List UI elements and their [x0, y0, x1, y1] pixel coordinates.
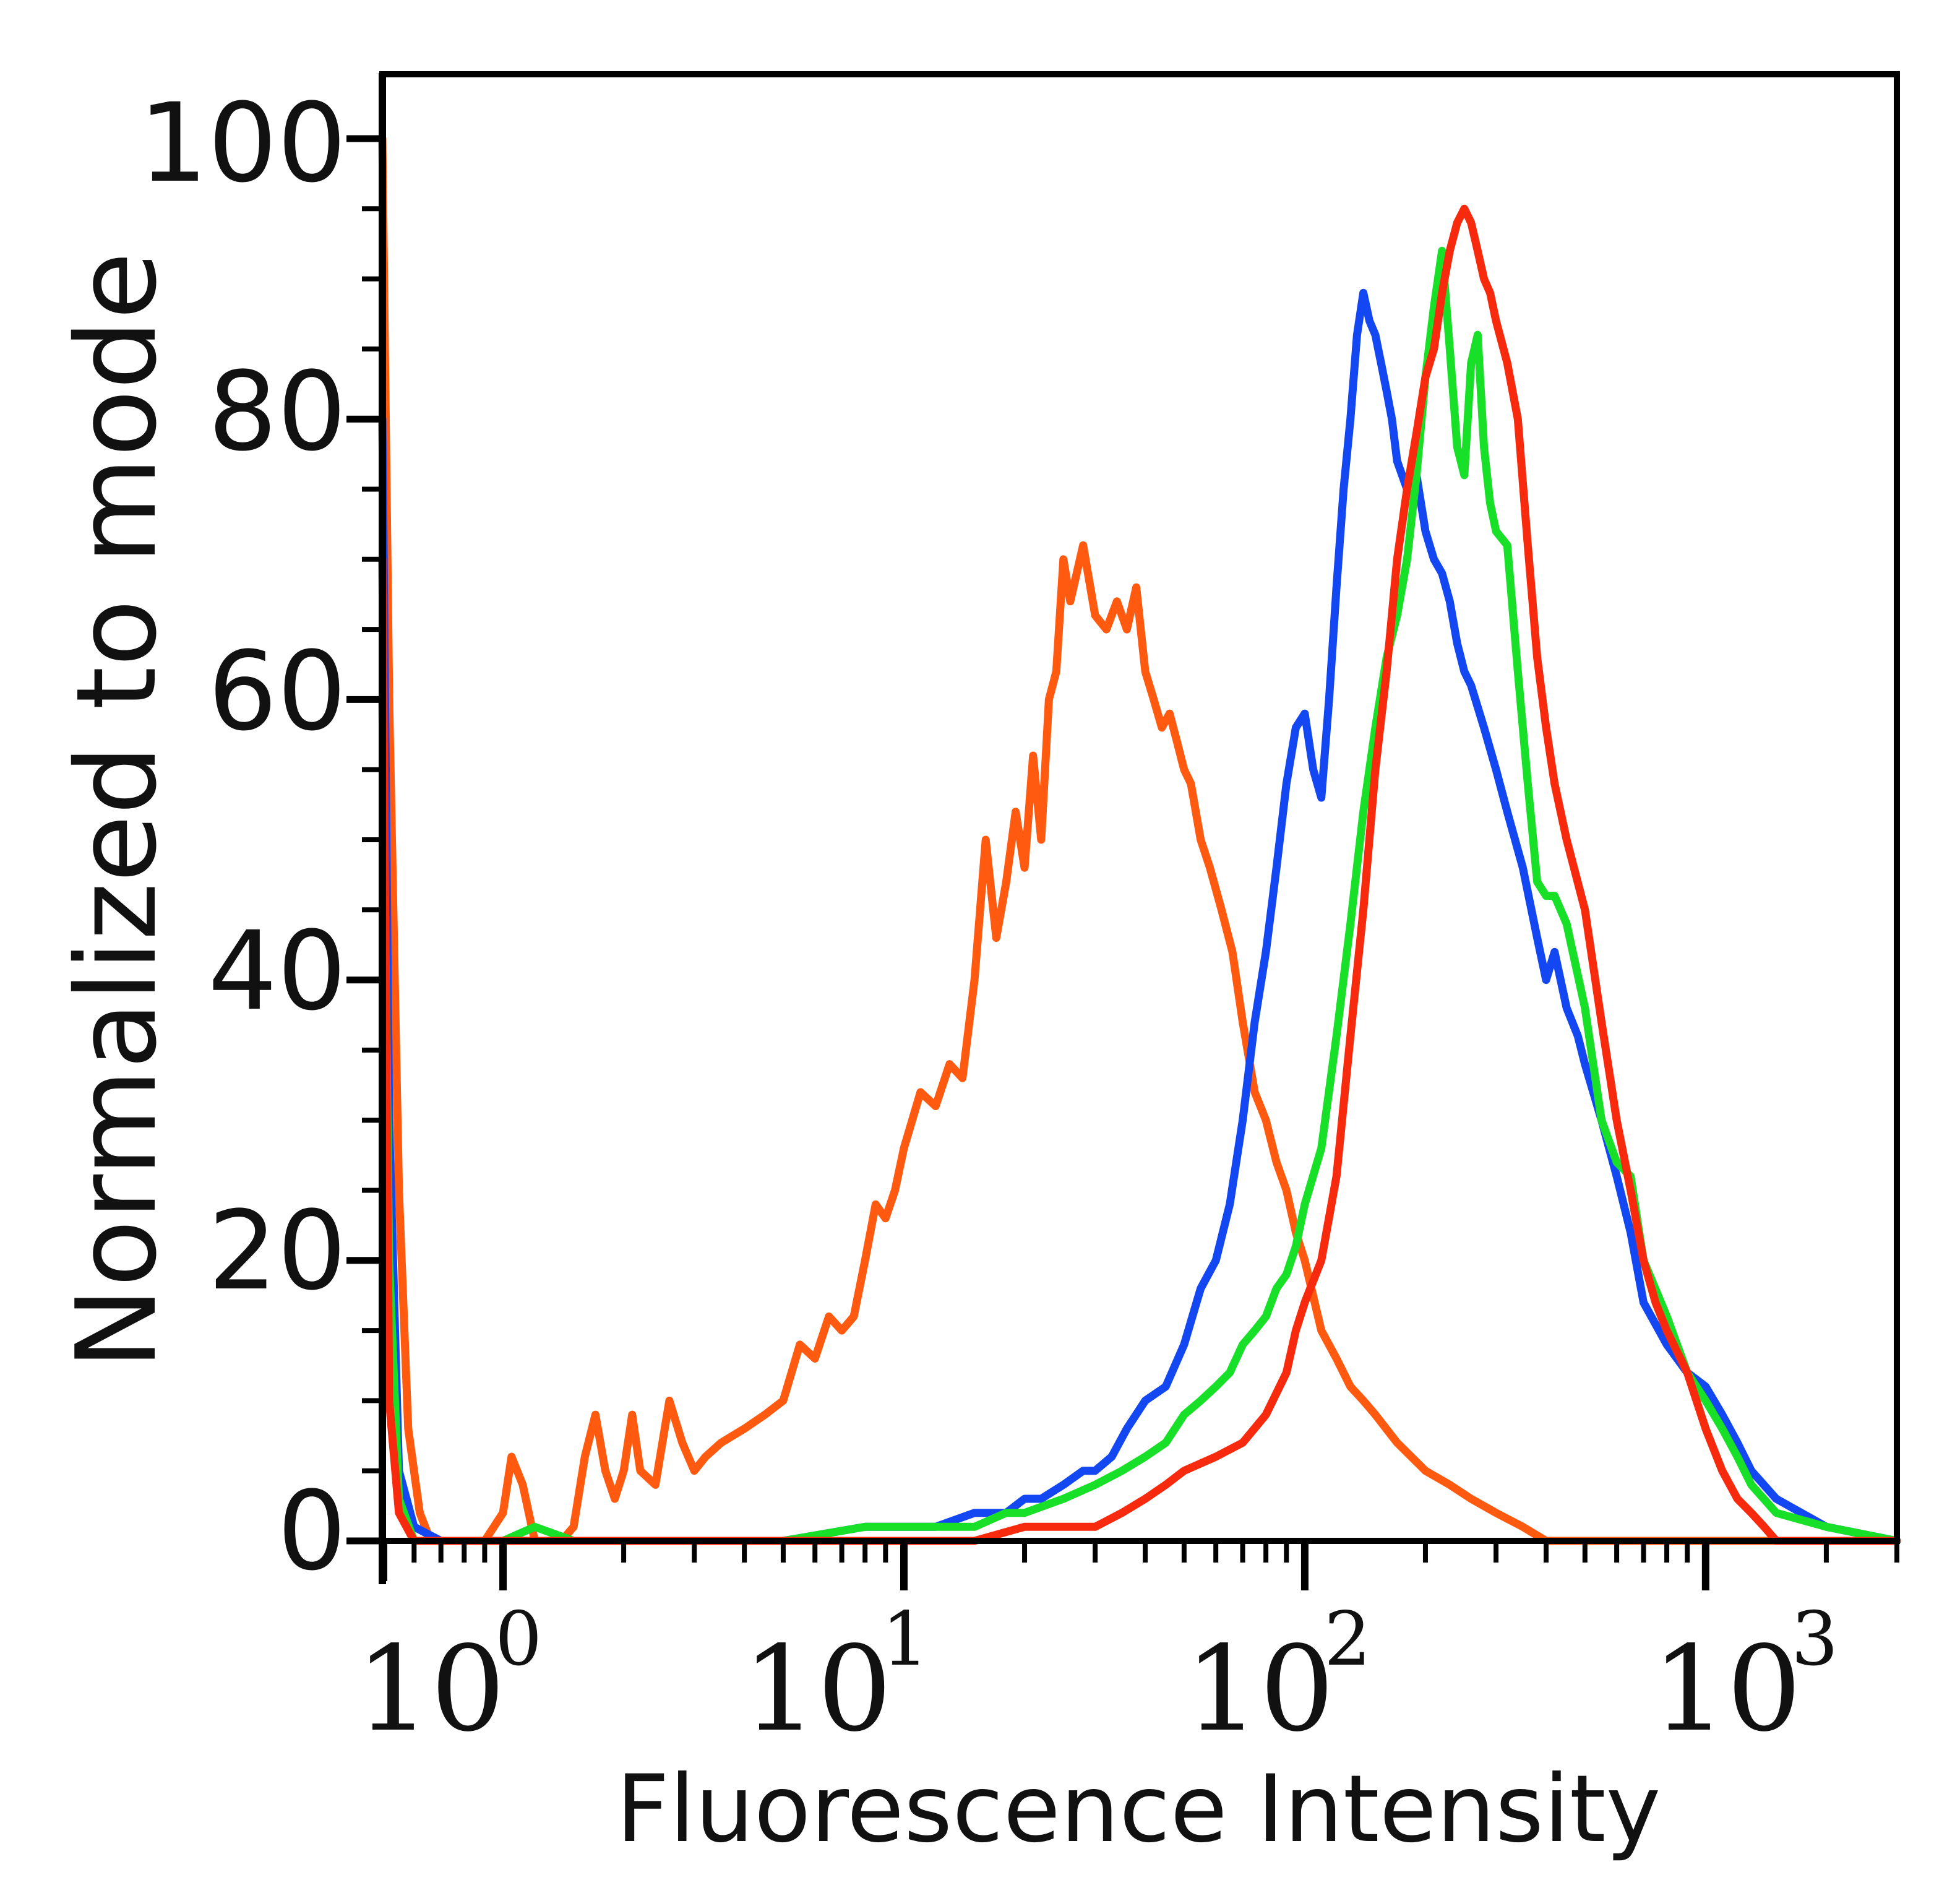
x-tick-label-10e1: 10 1: [742, 1597, 929, 1757]
x-tick-base: 10: [742, 1621, 892, 1757]
y-tick-label-40: 40: [208, 908, 346, 1035]
y-axis-title: Normalized to mode: [53, 252, 181, 1369]
y-axis-ticks: [346, 135, 382, 1545]
series-green-line: [378, 246, 1901, 1545]
series-red-line: [378, 204, 1901, 1545]
y-tick-label-60: 60: [208, 628, 346, 755]
x-tick-base: 10: [356, 1621, 505, 1757]
x-tick-exponent: 2: [1324, 1597, 1371, 1683]
y-tick-label-100: 100: [139, 80, 346, 207]
series-blue-line: [378, 288, 1901, 1545]
x-tick-base: 10: [1185, 1621, 1335, 1757]
x-tick-base: 10: [1652, 1621, 1802, 1757]
x-axis-title: Fluorescence Intensity: [616, 1756, 1661, 1863]
plot-series: [378, 134, 1901, 1545]
y-tick-label-80: 80: [208, 348, 346, 475]
y-tick-label-0: 0: [277, 1468, 346, 1595]
x-tick-label-10e0: 10 0: [356, 1597, 542, 1757]
x-tick-exponent: 1: [882, 1597, 929, 1683]
series-orange-line: [378, 134, 1901, 1545]
x-tick-exponent: 3: [1791, 1597, 1838, 1683]
y-tick-label-20: 20: [208, 1188, 346, 1314]
x-axis-ticks: [380, 1541, 1899, 1590]
x-tick-label-10e3: 10 3: [1652, 1597, 1838, 1757]
x-tick-exponent: 0: [495, 1597, 542, 1683]
x-tick-label-10e2: 10 2: [1185, 1597, 1371, 1757]
